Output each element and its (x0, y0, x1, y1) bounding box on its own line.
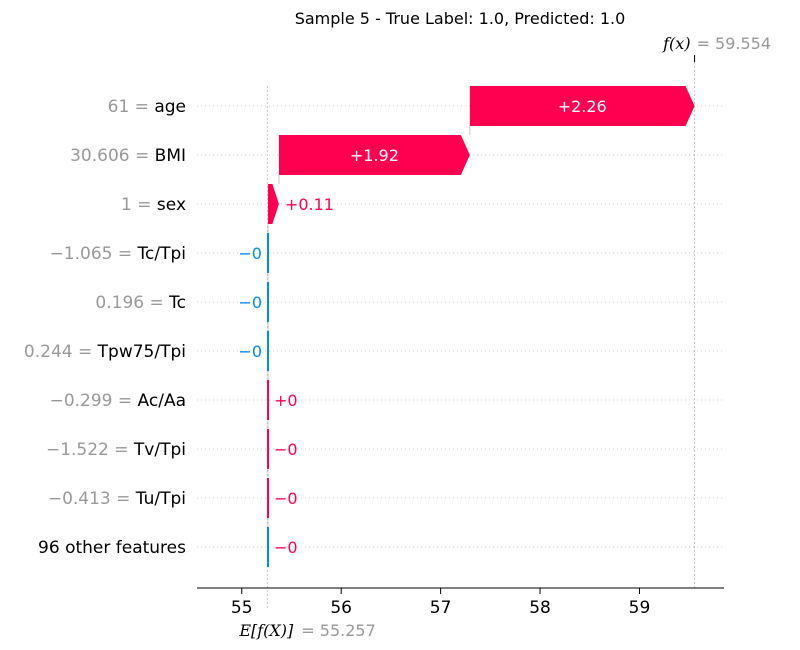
x-tick-label: 56 (330, 598, 352, 618)
feature-label: 61 = age (108, 97, 186, 117)
shap-value-label: −0 (238, 293, 262, 312)
shap-value-label: +1.92 (350, 146, 399, 165)
final-label: f(x) (662, 34, 690, 53)
base-value-label: = 55.257 (301, 621, 375, 640)
feature-label: −1.522 = Tv/Tpi (46, 440, 186, 460)
shap-value-label: −0 (274, 440, 298, 459)
shap-value-label: +0 (274, 391, 298, 410)
x-tick-label: 58 (529, 598, 551, 618)
final-value-annotation: f(x) = 59.554 (662, 34, 771, 53)
x-tick-label: 55 (231, 598, 253, 618)
feature-label: −1.065 = Tc/Tpi (50, 244, 186, 264)
shap-value-label: −0 (274, 538, 298, 557)
chart-title: Sample 5 - True Label: 1.0, Predicted: 1… (295, 9, 626, 28)
shap-bar-2 (278, 135, 470, 175)
feature-label: 0.244 = Tpw75/Tpi (24, 342, 186, 362)
shap-value-label: −0 (238, 342, 262, 361)
shap-value-label: +2.26 (558, 97, 607, 116)
feature-label: 1 = sex (121, 195, 186, 215)
feature-label: −0.413 = Tu/Tpi (48, 489, 186, 509)
base-label: E[f(X)] (238, 621, 294, 640)
feature-label: −0.299 = Ac/Aa (50, 391, 186, 411)
final-value-label: = 59.554 (697, 34, 771, 53)
x-tick-label: 59 (629, 598, 651, 618)
feature-label: 96 other features (38, 538, 186, 558)
base-value-annotation: E[f(X)] = 55.257 (238, 621, 375, 640)
feature-label: 30.606 = BMI (70, 146, 186, 166)
shap-value-label: +0.11 (285, 195, 334, 214)
x-tick-label: 57 (430, 598, 452, 618)
shap-bar-3 (267, 184, 279, 224)
shap-bar-1 (469, 86, 695, 126)
feature-label: 0.196 = Tc (95, 293, 186, 313)
shap-value-label: −0 (238, 244, 262, 263)
shap-value-label: −0 (274, 489, 298, 508)
